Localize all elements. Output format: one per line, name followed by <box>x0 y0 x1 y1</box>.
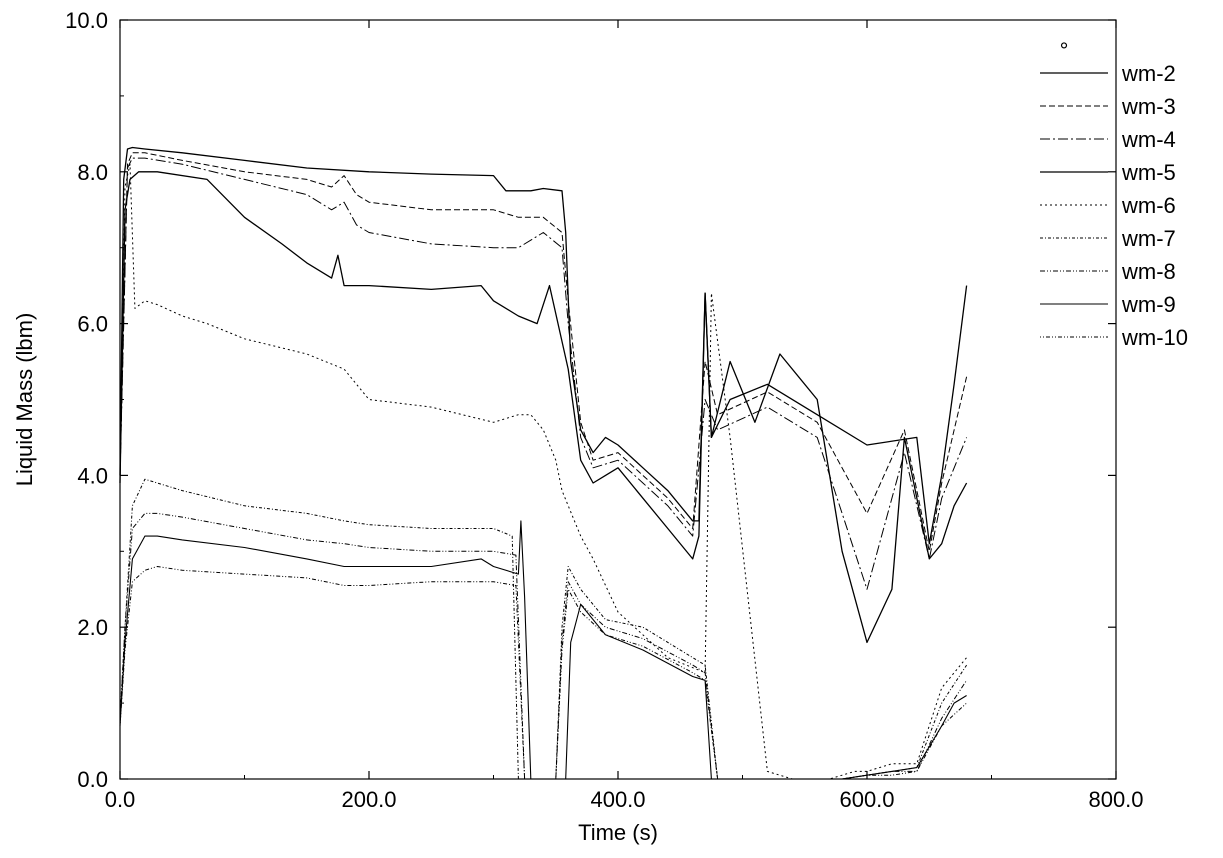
y-axis: 0.0 2.0 4.0 6.0 8.0 10.0 <box>65 8 1116 792</box>
x-tick-label: 800.0 <box>1088 787 1143 812</box>
y-tick-label: 6.0 <box>77 312 108 337</box>
y-tick-label: 4.0 <box>77 463 108 488</box>
series-line-wm-8 <box>119 512 968 780</box>
legend-label: wm-2 <box>1121 61 1176 86</box>
y-tick-label: 2.0 <box>77 615 108 640</box>
legend-label: wm-7 <box>1121 226 1176 251</box>
legend-label: wm-10 <box>1121 325 1188 350</box>
legend-marker-icon: ° <box>1060 38 1069 63</box>
legend-label: wm-6 <box>1121 193 1176 218</box>
legend-label: wm-5 <box>1121 160 1176 185</box>
x-axis-label: Time (s) <box>578 820 658 845</box>
y-tick-label: 10.0 <box>65 8 108 33</box>
legend-label: wm-8 <box>1121 259 1176 284</box>
series-line-wm-3 <box>119 152 968 552</box>
x-axis: 0.0 200.0 400.0 600.0 800.0 <box>105 20 1144 812</box>
y-tick-label: 8.0 <box>77 160 108 185</box>
legend-label: wm-4 <box>1121 127 1176 152</box>
series-line-wm-9 <box>119 520 967 780</box>
legend-label: wm-9 <box>1121 292 1176 317</box>
x-tick-label: 400.0 <box>590 787 645 812</box>
series-line-wm-4 <box>119 157 968 590</box>
legend-label: wm-3 <box>1121 94 1176 119</box>
y-axis-label: Liquid Mass (lbm) <box>12 313 37 487</box>
series-line-wm-2 <box>119 146 968 545</box>
series-line-wm-7 <box>119 478 968 780</box>
x-tick-label: 0.0 <box>105 787 136 812</box>
series-line-wm-10 <box>119 566 967 780</box>
x-tick-label: 600.0 <box>839 787 894 812</box>
series-group <box>119 146 968 780</box>
y-tick-label: 0.0 <box>77 767 108 792</box>
x-tick-label: 200.0 <box>341 787 396 812</box>
series-line-wm-6 <box>119 163 967 780</box>
legend: ° wm-2 wm-3 wm-4 wm-5 wm-6 wm-7 wm-8 wm-9 wm-10 <box>1040 38 1188 350</box>
series-line-wm-5 <box>119 171 968 644</box>
